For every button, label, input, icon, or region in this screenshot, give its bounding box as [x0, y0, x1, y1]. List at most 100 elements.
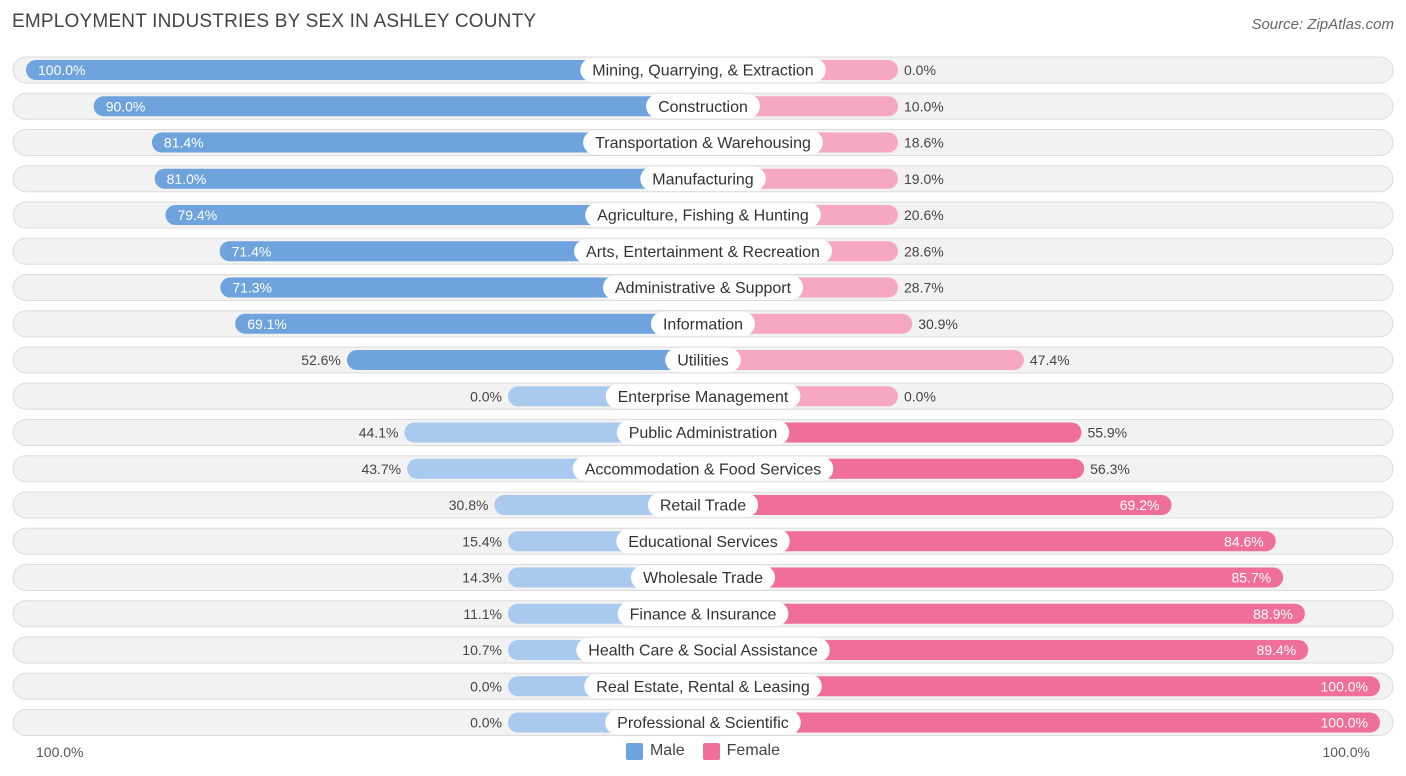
bar-male [93, 96, 703, 117]
bar-female [703, 313, 913, 334]
category-label-bg [616, 420, 790, 445]
category-label: Agriculture, Fishing & Hunting [597, 208, 809, 225]
value-label-female: 19.0% [904, 171, 944, 187]
value-label-female: 0.0% [904, 388, 936, 404]
category-label-bg [665, 348, 741, 372]
category-label-bg [602, 275, 804, 300]
bar-female [703, 495, 1172, 515]
category-label: Health Care & Social Assistance [588, 643, 818, 660]
bar-female [703, 712, 1380, 733]
category-label: Information [663, 316, 743, 333]
category-label-bg [605, 710, 801, 735]
category-label-bg [576, 638, 830, 662]
value-label-female: 89.4% [1257, 642, 1297, 658]
category-label-bg [605, 384, 801, 409]
category-label: Transportation & Warehousing [595, 135, 811, 152]
value-label-male: 81.4% [164, 135, 204, 151]
category-label-bg [646, 94, 760, 119]
value-label-female: 84.6% [1224, 533, 1264, 549]
value-label-male: 71.4% [232, 243, 272, 259]
category-label: Arts, Entertainment & Recreation [586, 244, 820, 261]
category-label-bg [574, 239, 832, 264]
legend-item-female[interactable]: Female [702, 742, 781, 760]
category-label-bg [572, 456, 834, 481]
legend-label-male: Male [649, 742, 685, 759]
category-label: Utilities [677, 353, 729, 370]
value-label-male: 10.7% [462, 642, 502, 658]
value-label-male: 44.1% [359, 425, 399, 441]
value-label-female: 0.0% [904, 62, 936, 78]
value-label-female: 100.0% [1321, 678, 1368, 694]
chart-title: EMPLOYMENT INDUSTRIES BY SEX IN ASHLEY C… [12, 11, 537, 32]
value-label-male: 69.1% [247, 316, 287, 332]
category-label: Professional & Scientific [617, 715, 789, 732]
source-label: Source: ZipAtlas.com [1251, 16, 1394, 33]
axis-right-label: 100.0% [1322, 744, 1370, 760]
value-label-female: 85.7% [1231, 570, 1271, 586]
category-label-bg [650, 311, 756, 336]
value-label-male: 15.4% [462, 533, 502, 549]
legend-swatch-female [702, 742, 720, 760]
value-label-male: 11.1% [463, 606, 502, 622]
value-label-female: 20.6% [904, 207, 944, 223]
category-label: Construction [658, 99, 748, 116]
value-label-male: 43.7% [361, 461, 401, 477]
bar-male [235, 313, 703, 334]
value-label-female: 88.9% [1253, 606, 1293, 622]
category-label: Mining, Quarrying, & Extraction [592, 63, 813, 80]
category-label: Educational Services [628, 534, 777, 551]
value-label-male: 0.0% [470, 388, 502, 404]
axis-left-label: 100.0% [36, 744, 84, 760]
bar-male [151, 132, 703, 153]
category-label-bg [583, 130, 823, 155]
bar-male [154, 168, 703, 189]
category-label: Administrative & Support [615, 280, 792, 297]
value-label-male: 81.0% [167, 171, 207, 187]
chart-svg: Mining, Quarrying, & Extraction 100.0% 0.0… [12, 56, 1394, 736]
bar-female [703, 603, 1305, 624]
value-label-female: 56.3% [1090, 461, 1130, 477]
category-label-bg [584, 674, 822, 699]
category-label: Wholesale Trade [643, 570, 763, 587]
value-label-female: 28.6% [904, 243, 944, 259]
category-label: Manufacturing [652, 171, 753, 188]
value-label-male: 0.0% [470, 678, 502, 694]
category-label: Accommodation & Food Services [585, 461, 822, 478]
category-label: Enterprise Management [618, 389, 789, 406]
value-label-female: 28.7% [904, 280, 944, 296]
bar-female [703, 676, 1380, 697]
legend: Male Female [0, 742, 1406, 760]
value-label-male: 100.0% [38, 62, 85, 78]
value-label-male: 79.4% [177, 207, 217, 223]
legend-label-female: Female [726, 742, 781, 759]
category-label: Real Estate, Rental & Leasing [596, 679, 809, 696]
bar-female [703, 640, 1309, 660]
category-label-bg [616, 529, 790, 554]
value-label-male: 30.8% [449, 497, 489, 513]
bar-male [26, 60, 703, 80]
category-label-bg [585, 203, 821, 227]
value-label-male: 90.0% [106, 98, 146, 114]
value-label-male: 0.0% [470, 715, 502, 731]
bar-male [346, 350, 703, 370]
category-label: Public Administration [629, 425, 778, 442]
bar-male [220, 277, 703, 298]
legend-swatch-male [625, 742, 643, 760]
value-label-female: 18.6% [904, 135, 944, 151]
category-label-bg [617, 601, 789, 626]
value-label-female: 69.2% [1120, 497, 1160, 513]
bar-male [165, 205, 703, 225]
legend-item-male[interactable]: Male [625, 742, 685, 760]
bar-female [703, 422, 1082, 443]
category-label-bg [647, 493, 759, 517]
bar-female [703, 567, 1284, 588]
category-label: Retail Trade [660, 498, 746, 515]
value-label-female: 10.0% [904, 98, 944, 114]
category-label-bg [630, 565, 776, 590]
category-label-bg [640, 166, 766, 191]
value-label-male: 14.3% [462, 570, 502, 586]
category-label-bg [580, 58, 826, 82]
value-label-female: 55.9% [1087, 425, 1127, 441]
bar-female [703, 531, 1276, 552]
value-label-male: 71.3% [232, 280, 272, 296]
